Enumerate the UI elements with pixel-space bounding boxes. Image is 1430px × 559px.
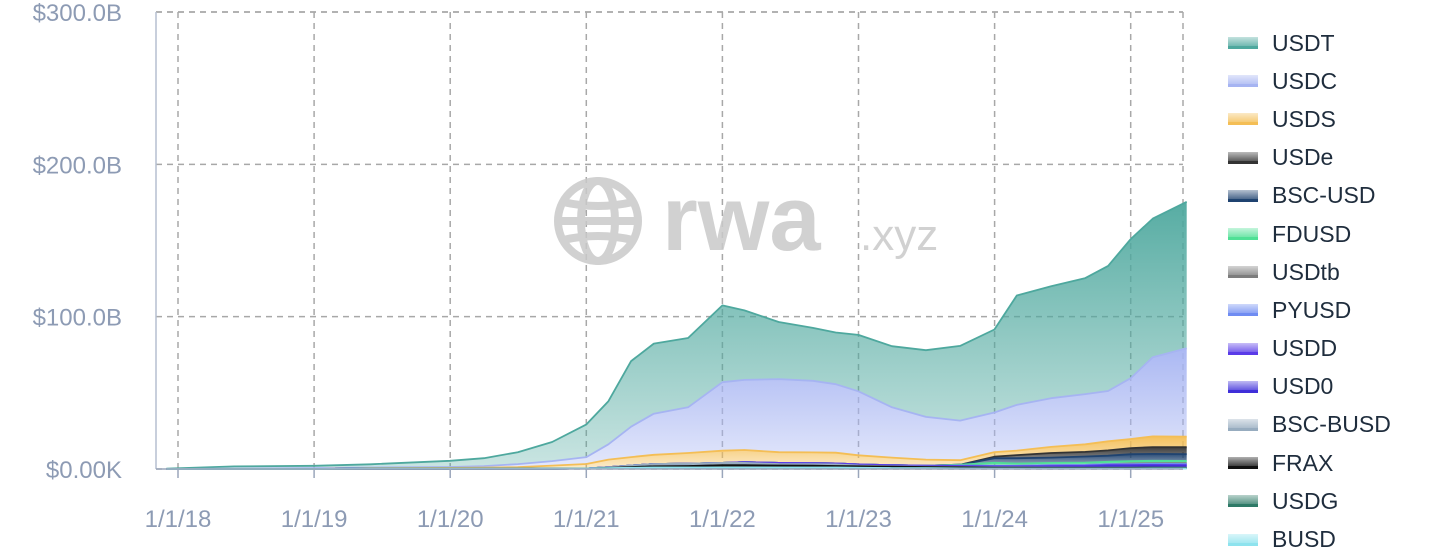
legend-item-fdusd[interactable]: FDUSD (1228, 215, 1428, 253)
line-usdt (166, 200, 1188, 470)
watermark-rwa-xyz: rwa .xyz (554, 168, 938, 270)
y-tick-label: $0.00K (46, 457, 122, 484)
x-tick-label: 1/1/18 (145, 506, 212, 533)
x-tick-label: 1/1/20 (417, 506, 484, 533)
legend-item-usde[interactable]: USDe (1228, 139, 1428, 177)
y-tick-label: $200.0B (33, 152, 122, 179)
watermark-xyz-text: .xyz (860, 211, 938, 260)
legend-swatch (1228, 418, 1258, 431)
legend-item-pyusd[interactable]: PYUSD (1228, 291, 1428, 329)
legend-item-usdt[interactable]: USDT (1228, 24, 1428, 62)
area-usdt (166, 201, 1187, 470)
x-tick-label: 1/1/19 (281, 506, 348, 533)
legend-swatch (1228, 228, 1258, 241)
legend-label: PYUSD (1272, 296, 1352, 323)
legend-item-bsc-usd[interactable]: BSC-USD (1228, 177, 1428, 215)
legend-label: USDG (1272, 487, 1339, 514)
legend-swatch (1228, 189, 1258, 202)
legend-label: USDC (1272, 67, 1338, 94)
tick-labels: $0.00K $100.0B $200.0B $300.0B 1/1/18 1/1/19 1… (33, 0, 1164, 533)
legend-swatch (1228, 37, 1258, 50)
chart-legend: USDT USDC USDS USDe BSC-USD FDUSD USDtb PYUSD US… (1228, 24, 1428, 559)
legend-swatch (1228, 113, 1258, 126)
legend-item-bsc-busd[interactable]: BSC-BUSD (1228, 406, 1428, 444)
legend-swatch (1228, 304, 1258, 317)
legend-label: USDS (1272, 105, 1336, 132)
legend-label: BSC-BUSD (1272, 411, 1391, 438)
line-usds (166, 435, 1187, 470)
legend-label: USDtb (1272, 258, 1340, 285)
legend-swatch (1228, 151, 1258, 164)
legend-item-usdg[interactable]: USDG (1228, 482, 1428, 520)
legend-label: FDUSD (1272, 220, 1352, 247)
legend-swatch (1228, 495, 1258, 508)
legend-label: BSC-USD (1272, 182, 1376, 209)
legend-swatch (1228, 266, 1258, 279)
legend-item-usdc[interactable]: USDC (1228, 62, 1428, 100)
x-tick-label: 1/1/25 (1097, 506, 1164, 533)
legend-swatch (1228, 380, 1258, 393)
x-tick-label: 1/1/22 (689, 506, 756, 533)
legend-label: USD0 (1272, 373, 1334, 400)
area-usds (166, 436, 1187, 469)
x-tick-label: 1/1/23 (825, 506, 892, 533)
stablecoin-area-chart: rwa .xyz $0.00K $100.0B $200.0B $300.0B 1/1/… (33, 0, 1188, 533)
area-bsc-usd (166, 453, 1187, 469)
x-tick-label: 1/1/21 (553, 506, 620, 533)
y-tick-label: $300.0B (33, 0, 122, 27)
y-tick-label: $100.0B (33, 305, 122, 332)
axes (155, 12, 1183, 478)
legend-label: USDe (1272, 144, 1334, 171)
legend-item-usds[interactable]: USDS (1228, 100, 1428, 138)
legend-swatch (1228, 457, 1258, 470)
globe-icon (554, 177, 642, 265)
area-usdc (166, 348, 1187, 469)
watermark-rwa-text: rwa (662, 168, 821, 270)
legend-label: FRAX (1272, 449, 1334, 476)
legend-item-usdtb[interactable]: USDtb (1228, 253, 1428, 291)
legend-label: USDD (1272, 335, 1338, 362)
x-tick-label: 1/1/24 (961, 506, 1028, 533)
legend-swatch (1228, 75, 1258, 88)
legend-swatch (1228, 342, 1258, 355)
legend-label: USDT (1272, 29, 1335, 56)
legend-item-frax[interactable]: FRAX (1228, 444, 1428, 482)
line-usdc (166, 347, 1187, 470)
legend-item-usd0[interactable]: USD0 (1228, 368, 1428, 406)
legend-item-usdd[interactable]: USDD (1228, 330, 1428, 368)
